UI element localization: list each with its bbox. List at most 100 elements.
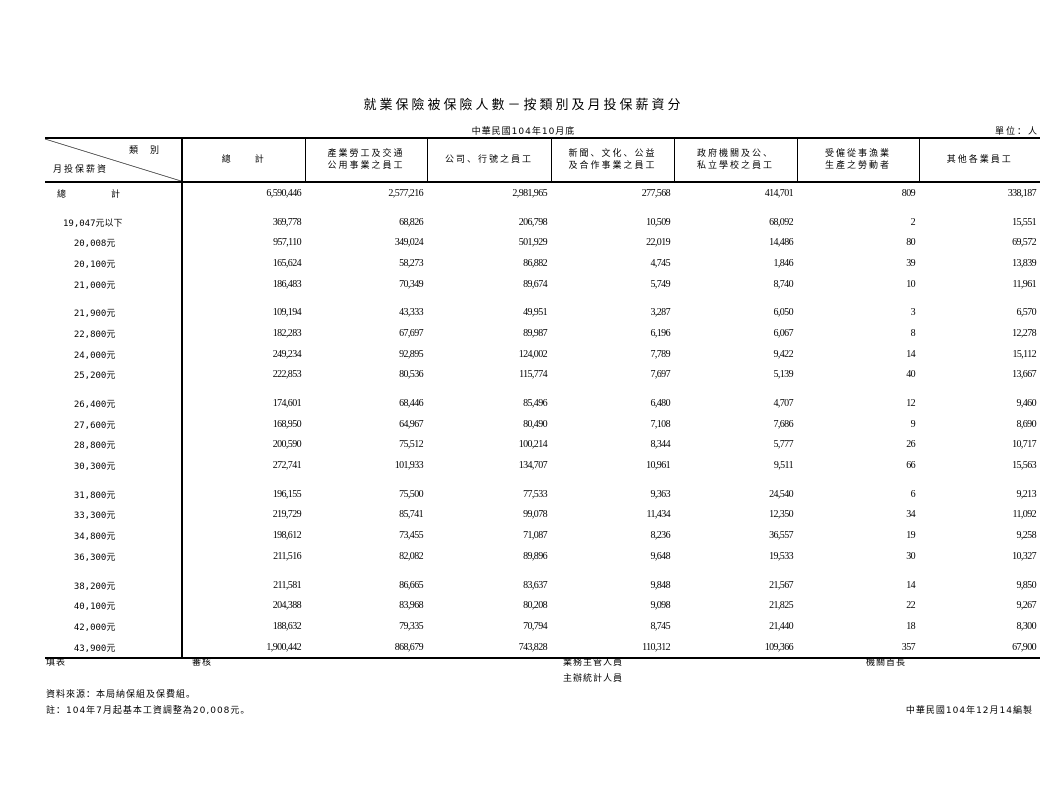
value-cell: 9,213 [1016,488,1036,500]
spacer-cell [797,476,919,484]
spacer-cell [797,567,919,575]
spacer-cell [305,567,427,575]
value-cell: 9 [910,418,916,430]
table-row: 27,600元 168,950 64,967 80,490 7,108 7,686 9 8,6… [45,413,1040,435]
table-row: 21,000元 186,483 70,349 89,674 5,749 8,740 10 11… [45,273,1040,295]
table-row: 21,900元 109,194 43,333 49,951 3,287 6,050 3 6,5… [45,302,1040,324]
group-spacer [45,203,1040,212]
col-header-fishery: 受僱從事漁業 生產之勞動者 [797,137,920,183]
value-cell: 7,686 [773,418,793,430]
value-cell: 9,460 [1016,398,1036,410]
table-row: 20,100元 165,624 58,273 86,882 4,745 1,846 39 13… [45,253,1040,274]
spacer-label-cell [45,203,183,212]
value-cell: 3 [910,307,916,319]
value-cell: 349,024 [394,237,424,249]
value-cell: 79,335 [399,620,424,632]
table-row: 40,100元 204,388 83,968 80,208 9,098 21,825 22 9… [45,595,1040,617]
table-row: 42,000元 188,632 79,335 70,794 8,745 21,440 18 8… [45,616,1040,637]
total-cell: 338,187 [1007,187,1037,199]
corner-header: 類別 月投保薪資 [45,137,183,183]
total-cell: 2,577,216 [388,187,423,199]
spacer-cell [919,204,1040,212]
spacer-cell [182,385,305,393]
value-cell: 109,194 [272,307,302,319]
spacer-cell [305,385,427,393]
value-cell: 5,777 [773,439,793,451]
value-cell: 200,590 [272,439,302,451]
value-cell: 9,267 [1016,600,1036,612]
total-cell: 809 [901,187,916,199]
value-cell: 66 [906,460,915,472]
table-row: 25,200元 222,853 80,536 115,774 7,697 5,139 40 1… [45,364,1040,386]
value-cell: 71,087 [523,530,548,542]
salary-level-label: 30,300元 [45,455,183,476]
spacer-cell [182,204,305,212]
col-header-total: 總 計 [182,137,306,183]
value-cell: 99,078 [523,509,548,521]
value-cell: 4,707 [773,398,793,410]
value-cell: 92,895 [399,348,424,360]
salary-level-label: 31,800元 [45,483,183,505]
spacer-cell [305,294,427,302]
salary-level-label: 22,800元 [45,323,183,344]
value-cell: 58,273 [399,257,424,269]
value-cell: 957,110 [273,237,302,249]
value-cell: 174,601 [272,398,302,410]
value-cell: 19,533 [769,550,794,562]
value-cell: 13,667 [1012,369,1037,381]
value-cell: 109,366 [674,636,797,660]
total-cell: 2,981,965 [512,187,547,199]
value-cell: 501,929 [518,237,548,249]
value-cell: 7,789 [650,348,670,360]
spacer-cell [182,294,305,302]
spacer-cell [305,476,427,484]
value-cell: 68,446 [399,398,424,410]
col-header-news-culture: 新聞、文化、公益 及合作事業之員工 [551,137,675,183]
value-cell: 8,300 [1016,620,1036,632]
value-cell: 36,557 [769,530,794,542]
table-row: 38,200元 211,581 86,665 83,637 9,848 21,567 14 9… [45,574,1040,596]
value-cell: 21,567 [769,579,794,591]
spacer-cell [427,385,551,393]
spacer-cell [305,204,427,212]
value-cell: 222,853 [272,369,302,381]
value-cell: 86,882 [523,257,548,269]
col-header-industrial: 產業勞工及交通 公用事業之員工 [305,137,428,183]
value-cell: 70,349 [399,278,424,290]
salary-level-label: 27,600元 [45,413,183,435]
value-cell: 85,741 [399,509,424,521]
footer-head: 機關首長 [866,658,907,668]
value-cell: 15,112 [1012,348,1036,360]
salary-level-label: 36,300元 [45,546,183,567]
table-row: 26,400元 174,601 68,446 85,496 6,480 4,707 12 9,… [45,393,1040,414]
table-row: 31,800元 196,155 75,500 77,533 9,363 24,540 6 9,… [45,483,1040,505]
value-cell: 9,098 [650,600,670,612]
total-cell: 6,590,446 [266,187,301,199]
col-header-government: 政府機關及公、 私立學校之員工 [674,137,798,183]
total-row-label: 總 計 [45,182,183,204]
spacer-cell [427,204,551,212]
value-cell: 14 [906,579,915,591]
value-cell: 14 [906,348,915,360]
value-cell: 30 [906,550,915,562]
value-cell: 75,500 [399,488,424,500]
value-cell: 8 [910,327,916,339]
value-cell: 43,333 [399,307,424,319]
footer-supervisor: 業務主管人員 [563,658,624,668]
value-cell: 357 [797,636,919,660]
value-cell: 80,208 [523,600,548,612]
spacer-cell [919,385,1040,393]
col-header-other: 其他各業員工 [919,137,1040,183]
value-cell: 165,624 [272,257,302,269]
salary-level-label: 43,900元 [45,636,183,660]
value-cell: 5,139 [773,369,793,381]
table-body: 總 計 6,590,446 2,577,216 2,981,965 277,56… [45,182,1040,660]
value-cell: 9,511 [773,460,794,472]
value-cell: 369,778 [272,216,302,228]
value-cell: 12 [906,398,915,410]
salary-level-label: 21,000元 [45,273,183,295]
value-cell: 9,850 [1016,579,1036,591]
value-cell: 73,455 [399,530,424,542]
value-cell: 10,961 [646,460,671,472]
group-spacer [45,566,1040,575]
